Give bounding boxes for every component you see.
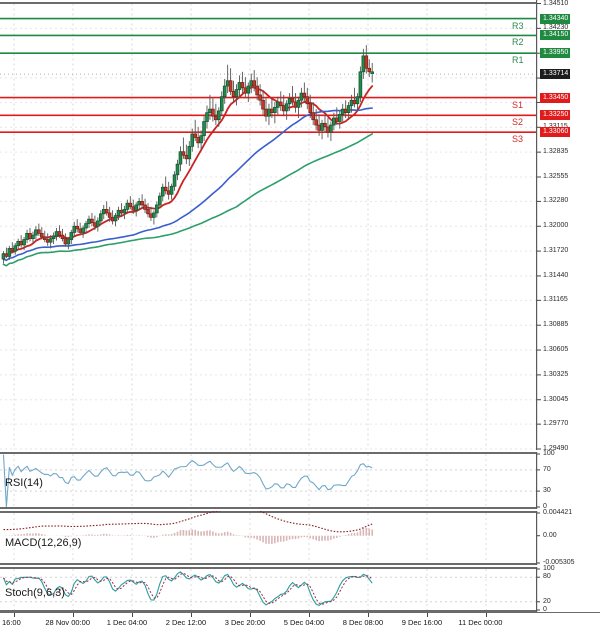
rsi-label: RSI(14) — [5, 477, 43, 489]
stoch-axis — [536, 567, 600, 612]
price-tick-label: 1.32280 — [543, 197, 569, 205]
price-tick-label: 1.34510 — [543, 0, 569, 7]
pivot-badge-r1: 1.33950 — [540, 48, 571, 59]
stoch-axis-ticks — [536, 567, 540, 612]
time-tick-mark — [486, 613, 487, 617]
pivot-label-r1: R1 — [512, 55, 524, 66]
time-tick-label: 11 Dec 00:00 — [458, 618, 503, 627]
time-tick-mark — [14, 613, 15, 617]
price-tick-label: 1.33115 — [543, 123, 568, 131]
pivot-badge-r3: 1.34340 — [540, 13, 571, 24]
pivot-label-s2: S2 — [512, 117, 524, 128]
time-tick-mark — [368, 613, 369, 617]
indicator-tick-label: 70 — [543, 465, 551, 473]
time-tick-label: 8 Dec 08:00 — [342, 618, 384, 627]
indicator-tick-label: 100 — [543, 450, 555, 457]
pivot-badge-s1: 1.33450 — [540, 92, 571, 103]
price-tick-label: 1.32555 — [543, 172, 569, 180]
price-tick-label: 1.32000 — [543, 222, 569, 230]
indicator-tick-label: 20 — [543, 597, 551, 605]
pivot-label-r3: R3 — [512, 20, 524, 31]
price-plot — [0, 0, 540, 450]
time-tick-label: 5 Dec 04:00 — [283, 618, 325, 627]
macd-axis-ticks — [536, 511, 540, 565]
time-axis: 16:00 28 Nov 00:00 1 Dec 04:00 2 Dec 12:00 3… — [0, 612, 600, 633]
time-tick-label: 9 Dec 16:00 — [401, 618, 443, 627]
price-tick-label: 1.34230 — [543, 24, 569, 32]
macd-plot — [0, 511, 540, 565]
time-tick-mark — [191, 613, 192, 617]
macd-label: MACD(12,26,9) — [5, 537, 82, 549]
indicator-tick-label: 0.004421 — [543, 509, 573, 516]
price-tick-label: 1.31165 — [543, 296, 568, 304]
stoch-label: Stoch(9,6,3) — [5, 587, 65, 599]
rsi-plot — [0, 452, 540, 509]
rsi-axis-ticks — [536, 452, 540, 509]
indicator-tick-label: 100 — [543, 565, 555, 572]
time-tick-label: 3 Dec 20:00 — [224, 618, 266, 627]
time-tick-label: 1 Dec 04:00 — [106, 618, 148, 627]
pivot-label-s3: S3 — [512, 134, 524, 145]
price-tick-label: 1.29770 — [543, 420, 569, 428]
indicator-tick-label: 80 — [543, 573, 551, 581]
time-axis-line — [0, 612, 600, 613]
price-tick-label: 1.30885 — [543, 321, 569, 329]
price-tick-label: 1.32835 — [543, 148, 569, 156]
pivot-label-s1: S1 — [512, 99, 524, 110]
time-tick-label: 16:00 — [2, 618, 21, 627]
price-tick-label: 1.30045 — [543, 395, 569, 403]
price-tick-label: 1.30325 — [543, 370, 569, 378]
indicator-tick-label: 0 — [543, 503, 547, 510]
pivot-label-r2: R2 — [512, 37, 524, 48]
stoch-panel[interactable]: Stoch(9,6,3) — [0, 567, 540, 612]
last-price-badge: 1.33714 — [540, 69, 571, 80]
time-tick-label: 2 Dec 12:00 — [165, 618, 207, 627]
rsi-axis — [536, 452, 600, 509]
price-tick-label: 1.30605 — [543, 346, 569, 354]
indicator-tick-label: 0 — [543, 606, 547, 613]
time-tick-mark — [250, 613, 251, 617]
time-tick-mark — [132, 613, 133, 617]
indicator-tick-label: 30 — [543, 487, 551, 495]
macd-axis — [536, 511, 600, 565]
time-tick-mark — [427, 613, 428, 617]
rsi-panel[interactable]: RSI(14) — [0, 452, 540, 509]
stoch-plot — [0, 567, 540, 612]
pivot-badge-s3: 1.33060 — [540, 127, 571, 138]
time-tick-mark — [309, 613, 310, 617]
price-tick-label: 1.31440 — [543, 271, 569, 279]
macd-panel[interactable]: MACD(12,26,9) — [0, 511, 540, 565]
price-tick-label: 1.31720 — [543, 247, 569, 255]
pivot-badge-r2: 1.34150 — [540, 30, 571, 41]
price-chart-panel[interactable] — [0, 0, 540, 450]
time-tick-label: 28 Nov 00:00 — [45, 618, 91, 627]
pivot-badge-s2: 1.33250 — [540, 110, 571, 121]
time-tick-mark — [73, 613, 74, 617]
price-tick-label: 1.29490 — [543, 445, 569, 452]
indicator-tick-label: 0.00 — [543, 531, 557, 539]
indicator-tick-label: -0.005305 — [543, 559, 575, 566]
